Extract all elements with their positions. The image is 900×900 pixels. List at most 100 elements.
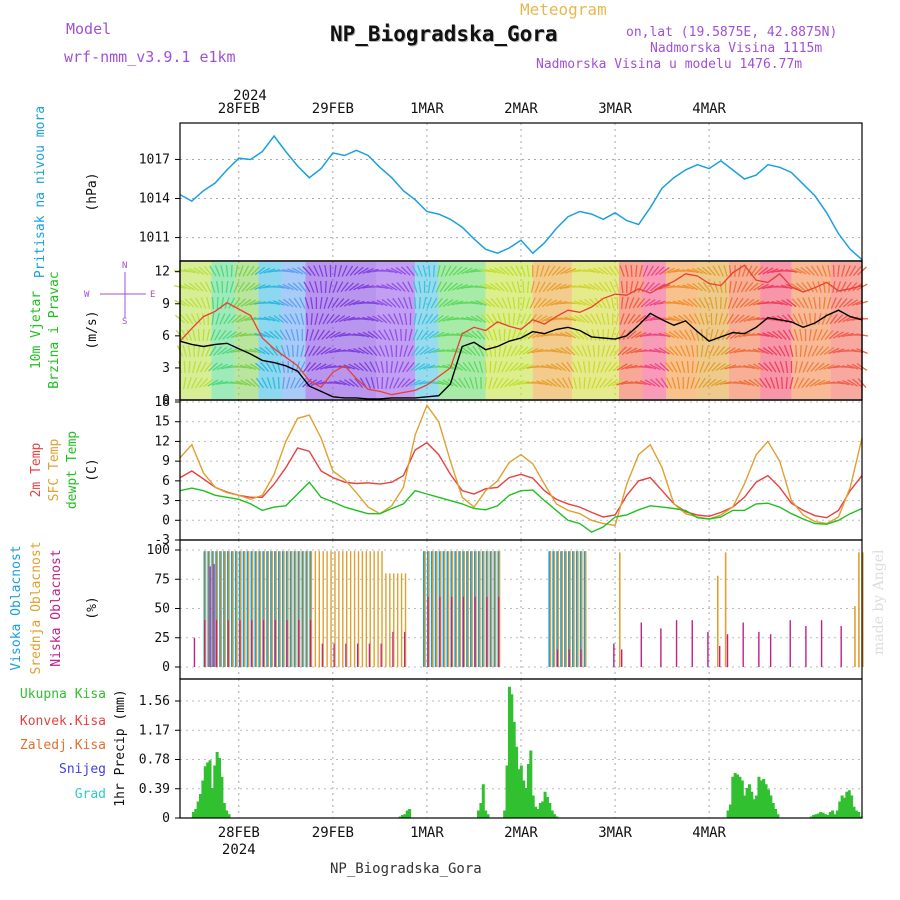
bottom-day-label: 28FEB — [218, 825, 260, 841]
wind-arrow — [325, 281, 326, 293]
wind-arrow — [631, 265, 632, 277]
precip-legend-3: Snijeg — [59, 762, 106, 777]
cloud-spike-low — [213, 564, 214, 667]
precip-legend-0: Ukupna Kisa — [20, 687, 106, 702]
cloud-bar-mid — [303, 551, 304, 667]
wind-arrow — [198, 329, 199, 341]
wind-tick-label: 3 — [162, 361, 170, 376]
cloud-bar-low — [557, 649, 558, 667]
temp-line-2 — [180, 482, 862, 532]
wind-direction-band — [729, 262, 760, 399]
cloud-spike-low — [676, 620, 677, 667]
cloud-bar-mid — [221, 551, 222, 667]
cloud-bar-low — [228, 620, 229, 667]
cloud-bar-low — [428, 597, 429, 667]
cloud-bar-mid — [338, 551, 339, 667]
cloud-spike-low — [641, 623, 642, 667]
cloud-bar-mid — [291, 551, 292, 667]
temp-tick-label: 15 — [154, 415, 170, 430]
cloud-bar-mid — [495, 551, 496, 667]
cloud-bar-mid — [397, 573, 398, 667]
wind-arrow — [293, 345, 294, 357]
meteogram-svg: 101110141017202428FEB 29FEB 1MAR 2MAR 3MAR 4M… — [0, 0, 900, 900]
cloud-tick-label: 75 — [154, 572, 170, 587]
top-day-label: 3MAR — [598, 101, 632, 117]
top-day-label: 29FEB — [312, 101, 354, 117]
wind-arrow — [415, 297, 416, 309]
temp-tick-label: 9 — [162, 454, 170, 469]
cloud-bar-mid — [573, 551, 574, 667]
temp-line-1 — [180, 405, 862, 525]
cloud-bar-low — [357, 644, 358, 667]
cloud-bar-mid — [444, 551, 445, 667]
cloud-spike-low — [727, 634, 728, 667]
cloud-bar-mid — [491, 551, 492, 667]
wind-legend-w: W — [84, 290, 90, 300]
cloud-bar-low — [239, 620, 240, 667]
wind-direction-band — [831, 262, 862, 399]
footer-station-name: NP_Biogradska_Gora — [330, 862, 482, 876]
temp-ylabel-2: dewpt Temp — [65, 431, 80, 509]
wind-legend-n: N — [122, 261, 127, 271]
cloud-bar-low — [310, 620, 311, 667]
cloud-bar-mid — [554, 551, 555, 667]
cloud-bar-low — [475, 597, 476, 667]
cloud-spike-low — [790, 620, 791, 667]
cloud-bar-mid — [562, 551, 563, 667]
wind-arrow — [184, 361, 185, 373]
cloud-bar-low — [569, 649, 570, 667]
cloud-bar-low — [286, 620, 287, 667]
wind-tick-label: 12 — [154, 265, 170, 280]
bottom-day-label: 2MAR — [504, 825, 538, 841]
bottom-day-label: 4MAR — [692, 825, 726, 841]
cloud-bar-mid — [354, 551, 355, 667]
cloud-bar-mid — [471, 551, 472, 667]
cloud-ylabel-2: Niska Oblacnost — [49, 549, 64, 666]
cloud-tick-label: 25 — [154, 631, 170, 646]
cloud-bar-low — [298, 620, 299, 667]
cloud-bar-low — [216, 620, 217, 667]
wind-arrow — [311, 313, 312, 325]
cloud-spike-low — [770, 634, 771, 667]
cloud-bar-low — [345, 644, 346, 667]
cloud-bar-low — [369, 644, 370, 667]
cloud-spike-low — [621, 649, 622, 667]
bottom-day-label: 3MAR — [598, 825, 632, 841]
temp-unit-label: (C) — [85, 458, 100, 481]
precip-unit-label: 1hr Precip (mm) — [113, 689, 128, 806]
pressure-unit-label: (hPa) — [85, 172, 100, 211]
cloud-spike-mid — [717, 576, 719, 667]
precip-legend-1: Konvek.Kisa — [20, 714, 106, 729]
top-day-label: 4MAR — [692, 101, 726, 117]
cloud-ylabel-1: Srednja Oblacnost — [29, 541, 44, 674]
wind-arrow — [401, 329, 402, 341]
cloud-tick-label: 100 — [147, 543, 170, 558]
wind-direction-band — [486, 262, 533, 399]
bottom-day-label: 1MAR — [410, 825, 444, 841]
cloud-bar-mid — [432, 551, 433, 667]
cloud-bar-mid — [373, 551, 374, 667]
wind-ylabel-2: Brzina i Pravac — [47, 271, 62, 388]
cloud-spike-mid — [854, 606, 856, 667]
cloud-spike-low — [805, 626, 806, 667]
cloud-bar-mid — [330, 551, 331, 667]
cloud-bar-low — [275, 620, 276, 667]
cloud-bar-mid — [272, 551, 273, 667]
bottom-year-label: 2024 — [222, 842, 256, 858]
cloud-bar-mid — [225, 551, 226, 667]
cloud-spike-low — [209, 566, 210, 667]
cloud-spike-low — [840, 626, 841, 667]
cloud-bar-mid — [295, 551, 296, 667]
cloud-bar-low — [580, 649, 581, 667]
wind-arrow — [203, 329, 204, 341]
top-day-label: 1MAR — [410, 101, 444, 117]
wind-arrow — [692, 361, 693, 373]
wind-arrow — [419, 297, 420, 309]
cloud-bar-mid — [401, 573, 402, 667]
cloud-bar-mid — [436, 551, 437, 667]
wind-arrow — [217, 297, 218, 309]
cloud-spike-low — [707, 632, 708, 667]
wind-arrow — [509, 313, 510, 325]
cloud-bar-mid — [283, 551, 284, 667]
cloud-bar-mid — [248, 551, 249, 667]
